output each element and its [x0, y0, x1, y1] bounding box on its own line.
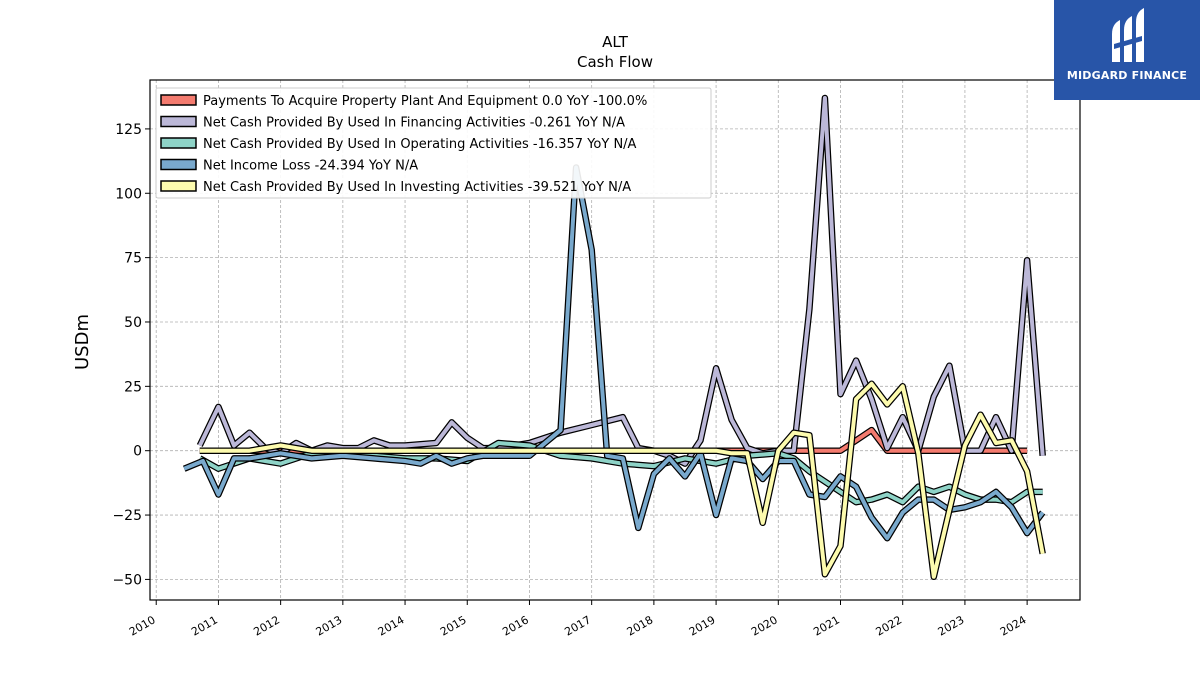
- legend-frame: [155, 87, 712, 199]
- chart-subtitle: Cash Flow: [577, 53, 653, 71]
- x-tick-label: 2019: [687, 613, 718, 638]
- x-tick-label: 2018: [625, 613, 656, 638]
- chart-title: ALT: [602, 33, 629, 51]
- legend-swatch: [160, 94, 197, 106]
- brand-name: MIDGARD FINANCE: [1066, 69, 1188, 82]
- y-tick-label: 50: [124, 315, 142, 331]
- y-tick-label: −25: [112, 508, 142, 524]
- plot-frame: [149, 79, 1081, 601]
- x-tick-label: 2017: [562, 613, 593, 638]
- legend-label: Net Cash Provided By Used In Investing A…: [203, 180, 631, 195]
- y-axis-label: USDm: [72, 314, 93, 370]
- x-tick-label: 2023: [936, 613, 967, 638]
- legend-swatch: [160, 158, 197, 171]
- y-tick-label: 25: [124, 379, 142, 395]
- x-tick-label: 2020: [749, 613, 780, 638]
- y-tick-label: 125: [115, 122, 142, 138]
- x-tick-label: 2012: [251, 613, 282, 638]
- legend-label: Payments To Acquire Property Plant And E…: [203, 94, 647, 109]
- x-tick-label: 2024: [998, 613, 1029, 638]
- x-axis-ticks: 2010 2011 2012 2013 2014 2015 2016 2017 2018 2019…: [127, 600, 1029, 639]
- legend-swatch: [160, 180, 197, 192]
- series-line: [183, 165, 1045, 541]
- series-line: [199, 381, 1045, 579]
- brand-logo: MIDGARD FINANCE: [1054, 0, 1200, 100]
- legend-swatch: [160, 137, 197, 149]
- series-lines: [182, 94, 1046, 581]
- series-5: [199, 380, 1046, 581]
- legend: Payments To Acquire Property Plant And E…: [155, 87, 712, 199]
- y-tick-label: −50: [112, 572, 142, 588]
- y-axis-ticks: −50 −25 0 25 50 75 100 125: [112, 122, 150, 588]
- legend-label: Net Income Loss -24.394 YoY N/A: [203, 159, 418, 174]
- x-tick-label: 2011: [189, 613, 220, 638]
- y-tick-label: 75: [124, 251, 142, 267]
- x-tick-label: 2015: [438, 613, 469, 638]
- legend-label: Net Cash Provided By Used In Financing A…: [203, 116, 625, 131]
- series-4: [182, 164, 1046, 542]
- y-tick-label: 0: [133, 444, 142, 460]
- x-tick-label: 2022: [873, 613, 904, 638]
- x-tick-label: 2010: [127, 613, 158, 638]
- legend-swatch: [160, 115, 197, 128]
- legend-label: Net Cash Provided By Used In Operating A…: [203, 137, 637, 152]
- y-tick-label: 100: [115, 186, 142, 202]
- midgard-logo-icon: [1112, 8, 1144, 62]
- x-tick-label: 2016: [500, 613, 531, 638]
- x-tick-label: 2014: [376, 613, 407, 638]
- x-tick-label: 2013: [314, 613, 345, 638]
- x-tick-label: 2021: [811, 613, 842, 638]
